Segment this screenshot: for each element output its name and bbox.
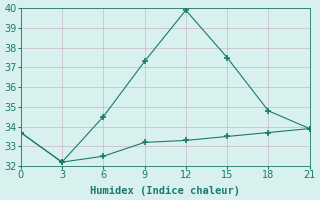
X-axis label: Humidex (Indice chaleur): Humidex (Indice chaleur) bbox=[90, 186, 240, 196]
